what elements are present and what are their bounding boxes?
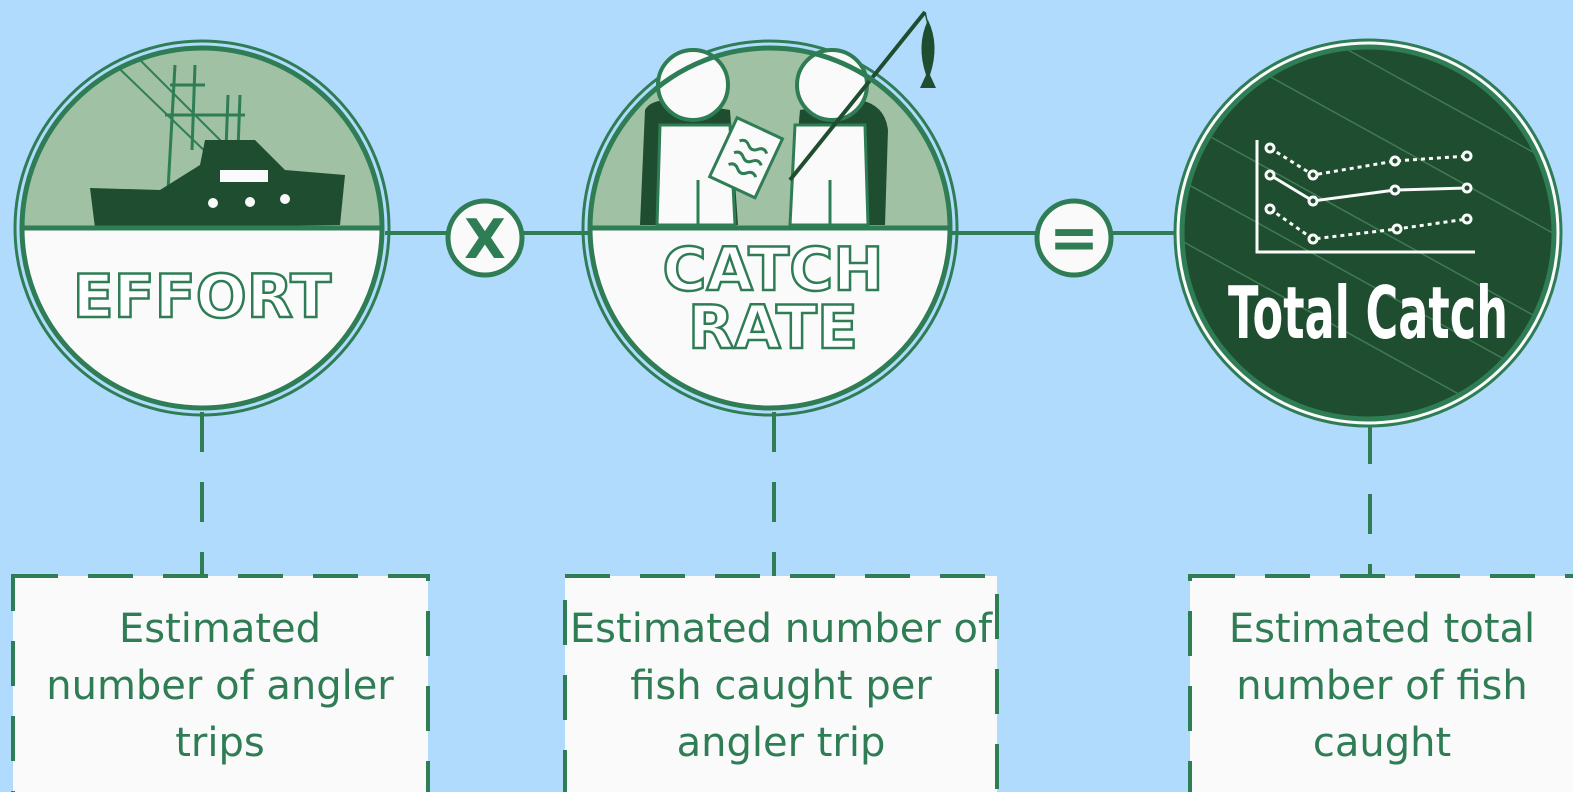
- description-line: trips: [175, 720, 264, 766]
- operator-symbol: X: [464, 208, 506, 271]
- operator-symbol: =: [1049, 203, 1099, 273]
- description-line: number of angler: [46, 663, 394, 709]
- diagram: EFFORT X: [0, 0, 1573, 792]
- description-line: caught: [1313, 720, 1451, 766]
- description-line: Estimated: [119, 606, 321, 652]
- node-label: RATE: [688, 293, 858, 363]
- description-line: fish caught per: [630, 663, 932, 709]
- description-line: angler trip: [677, 720, 886, 766]
- description-box: Estimated total number of fish caught: [1190, 576, 1573, 792]
- description-line: Estimated number of: [570, 606, 993, 652]
- description-box: Estimated number of fish caught per angl…: [565, 576, 997, 792]
- description-line: number of fish: [1236, 663, 1527, 709]
- operator: X: [448, 201, 522, 275]
- operator: =: [1037, 201, 1111, 275]
- node-label: Total Catch: [1228, 271, 1508, 355]
- node-label: EFFORT: [73, 262, 331, 332]
- description-line: Estimated total: [1229, 606, 1535, 652]
- description-box: Estimated number of angler trips: [13, 576, 428, 792]
